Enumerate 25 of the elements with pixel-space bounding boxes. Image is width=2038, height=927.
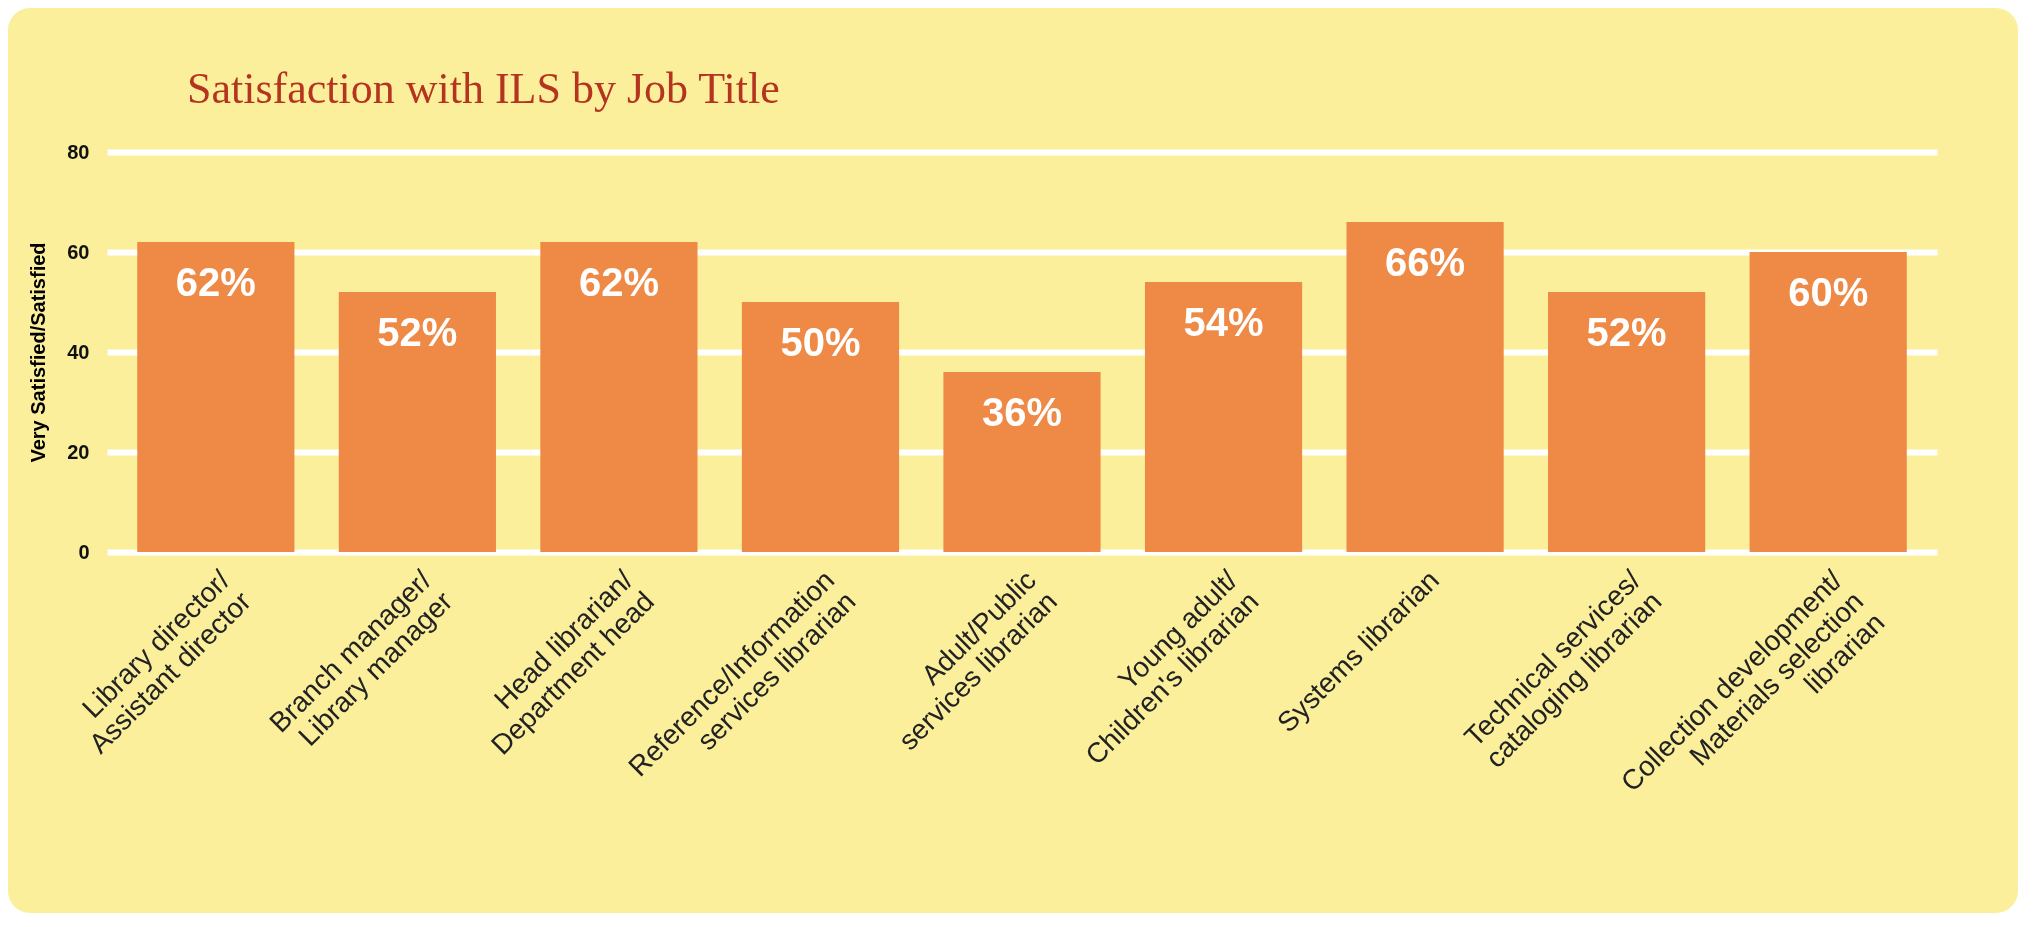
bar [943, 372, 1101, 552]
y-tick-label: 80 [67, 140, 90, 163]
data-label: 60% [1788, 270, 1869, 314]
bar [1346, 222, 1504, 552]
chart-title: Satisfaction with ILS by Job Title [187, 64, 780, 113]
y-tick-label: 60 [67, 240, 90, 263]
data-label: 62% [175, 260, 256, 304]
data-label: 54% [1183, 300, 1264, 344]
data-label: 36% [981, 390, 1063, 434]
bar [1548, 292, 1706, 552]
data-label: 52% [377, 310, 458, 354]
data-label: 62% [578, 260, 659, 304]
data-label: 52% [1586, 310, 1667, 354]
y-axis-title: Very Satisfied/Satisfied [27, 242, 50, 463]
y-tick-label: 40 [67, 340, 90, 363]
y-tick-label: 0 [78, 540, 90, 563]
bar [137, 242, 295, 552]
bar [540, 242, 698, 552]
data-label: 50% [780, 320, 861, 364]
bar [1144, 282, 1303, 552]
bar [741, 302, 900, 552]
y-tick-label: 20 [67, 440, 90, 463]
data-label: 66% [1385, 240, 1466, 284]
bar [1749, 252, 1907, 552]
bar [338, 292, 496, 552]
